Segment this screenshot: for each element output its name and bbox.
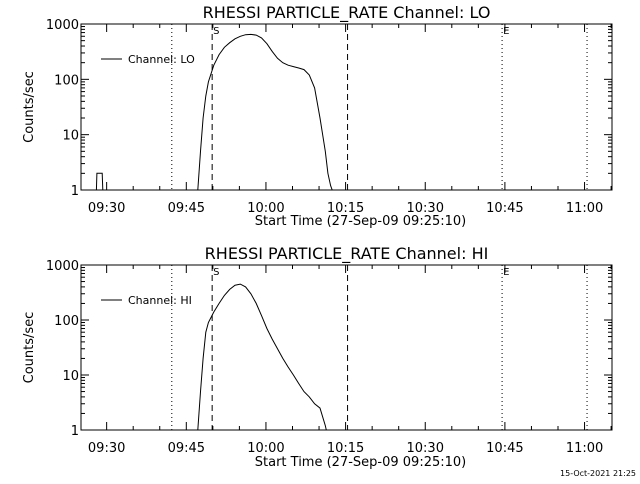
event-marker-label: E <box>503 267 509 278</box>
x-tick-label: 10:15 <box>327 201 364 216</box>
event-marker-label: E <box>503 26 509 37</box>
x-tick-label: 09:30 <box>88 441 125 456</box>
x-tick-label: 10:00 <box>247 441 284 456</box>
chart-title: RHESSI PARTICLE_RATE Channel: LO <box>203 3 491 23</box>
plot-frame <box>80 264 613 431</box>
x-tick-label: 10:45 <box>486 441 523 456</box>
x-tick-label: 10:30 <box>407 441 444 456</box>
x-axis-label: Start Time (27-Sep-09 09:25:10) <box>255 214 466 229</box>
y-tick-label: 10 <box>62 369 79 384</box>
legend-label: Channel: LO <box>128 53 195 66</box>
x-tick-label: 11:00 <box>566 201 603 216</box>
x-tick-label: 09:30 <box>88 201 125 216</box>
y-axis-label: Counts/sec <box>22 312 37 384</box>
x-tick-label: 10:30 <box>407 201 444 216</box>
x-tick-label: 11:00 <box>566 441 603 456</box>
series-line <box>95 172 104 191</box>
y-axis-label: Counts/sec <box>22 71 37 143</box>
x-tick-label: 10:15 <box>327 441 364 456</box>
series-line <box>197 33 333 191</box>
y-tick-label: 10 <box>62 129 79 144</box>
legend-label: Channel: HI <box>128 294 192 307</box>
y-tick-label: 100 <box>54 314 79 329</box>
x-tick-label: 09:45 <box>168 201 205 216</box>
y-tick-label: 1000 <box>46 259 79 274</box>
chart-title: RHESSI PARTICLE_RATE Channel: HI <box>205 244 489 264</box>
x-axis-label: Start Time (27-Sep-09 09:25:10) <box>255 455 466 470</box>
y-tick-label: 1 <box>71 184 79 199</box>
x-tick-label: 10:45 <box>486 201 523 216</box>
panel-channel-lo: RHESSI PARTICLE_RATE Channel: LO 09:30 09:… <box>22 3 613 229</box>
series-line <box>197 283 327 431</box>
timestamp-stamp: 15-Oct-2021 21:25 <box>560 469 636 478</box>
x-tick-label: 09:45 <box>168 441 205 456</box>
y-tick-label: 100 <box>54 73 79 88</box>
x-tick-label: 10:00 <box>247 201 284 216</box>
event-marker-label: S <box>213 26 219 37</box>
plot-frame <box>80 23 613 191</box>
event-marker-label: S <box>213 267 219 278</box>
y-tick-label: 1 <box>71 424 79 439</box>
panel-channel-hi: RHESSI PARTICLE_RATE Channel: HI 09:30 09:… <box>22 244 613 470</box>
y-tick-label: 1000 <box>46 18 79 33</box>
